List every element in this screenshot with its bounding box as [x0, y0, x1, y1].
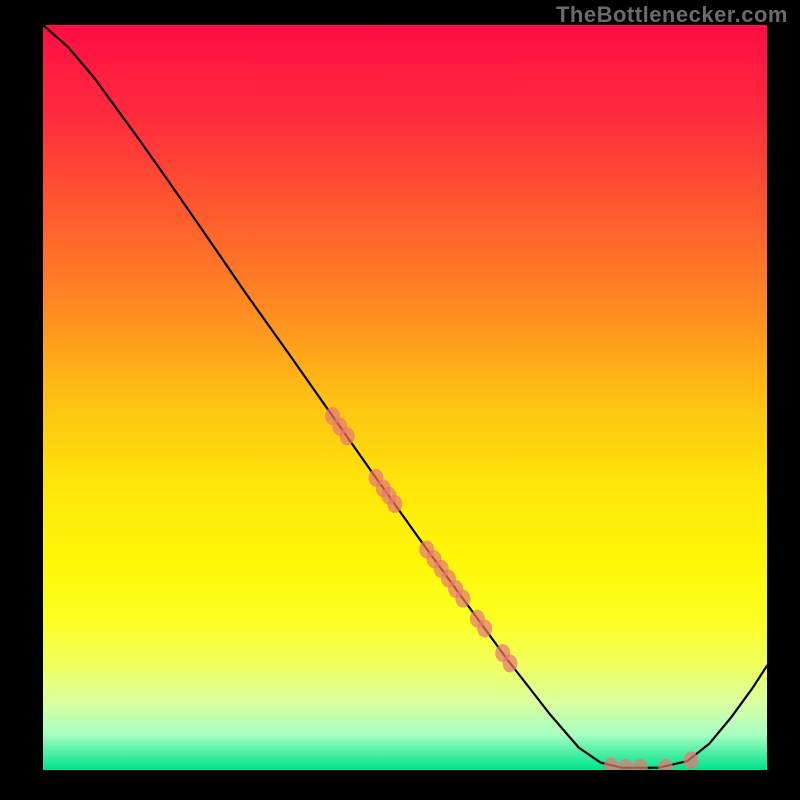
data-marker — [340, 427, 355, 445]
data-marker — [502, 654, 517, 672]
bottleneck-curve-chart — [43, 25, 767, 770]
gradient-background — [43, 25, 767, 770]
data-marker — [455, 590, 470, 608]
data-marker — [477, 619, 492, 637]
data-marker — [387, 495, 402, 513]
data-marker — [683, 751, 698, 769]
chart-frame: TheBottlenecker.com — [0, 0, 800, 800]
